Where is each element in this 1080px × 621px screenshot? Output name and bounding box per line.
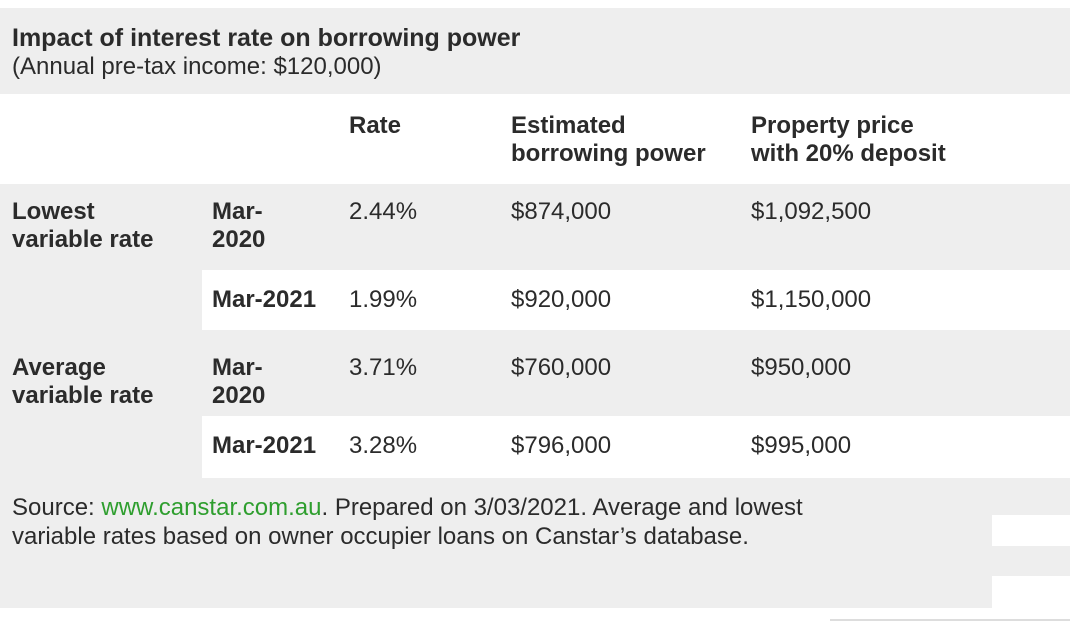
source-link[interactable]: www.canstar.com.au [101, 494, 322, 521]
row-property-price: $995,000 [751, 432, 852, 459]
group-label-lowest: Lowest variable rate [12, 198, 153, 254]
table-row-lowest-2020: Lowest variable rate Mar- 2020 2.44% $87… [0, 184, 1070, 270]
table-row-lowest-2021: Mar-2021 1.99% $920,000 $1,150,000 [0, 270, 1070, 330]
group-label-average-line2: variable rate [12, 382, 154, 409]
source-prefix: Source: [12, 494, 102, 521]
row-property-price: $1,092,500 [751, 198, 872, 225]
source-line2: variable rates based on owner occupier l… [12, 523, 749, 550]
bottom-divider [830, 619, 1070, 621]
row-date-line2: 2020 [212, 382, 266, 409]
row-highlight [202, 416, 1070, 478]
group-label-average-line1: Average [12, 354, 106, 381]
row-borrowing-power: $796,000 [511, 432, 612, 459]
table-header-row: Rate Estimated borrowing power Property … [0, 94, 1070, 184]
row-borrowing-power: $920,000 [511, 286, 612, 313]
decorative-notch [992, 576, 1070, 608]
row-rate: 3.28% [349, 432, 418, 459]
header-price-line2: with 20% deposit [751, 140, 946, 167]
row-property-price: $1,150,000 [751, 286, 872, 313]
source-note: Source: www.canstar.com.au. Prepared on … [0, 478, 1070, 608]
row-rate: 3.71% [349, 354, 418, 381]
table-subtitle: (Annual pre-tax income: $120,000) [12, 53, 382, 80]
table-row-average-2020: Average variable rate Mar- 2020 3.71% $7… [0, 330, 1070, 416]
row-date-line2: 2020 [212, 226, 266, 253]
row-date: Mar- 2020 [212, 198, 265, 254]
decorative-notch [992, 515, 1070, 546]
source-text: Source: www.canstar.com.au. Prepared on … [12, 493, 803, 551]
row-highlight [202, 270, 1070, 330]
header-borrowing-power: Estimated borrowing power [511, 112, 706, 168]
row-date: Mar-2021 [212, 432, 317, 459]
row-borrowing-power: $874,000 [511, 198, 612, 225]
header-rate: Rate [349, 112, 402, 139]
source-suffix: . Prepared on 3/03/2021. Average and low… [321, 494, 803, 521]
header-price-line1: Property price [751, 112, 914, 139]
borrowing-power-table: Impact of interest rate on borrowing pow… [0, 8, 1070, 608]
row-rate: 1.99% [349, 286, 418, 313]
row-rate: 2.44% [349, 198, 418, 225]
header-borrowing-line2: borrowing power [511, 140, 706, 167]
group-label-average: Average variable rate [12, 354, 153, 410]
row-borrowing-power: $760,000 [511, 354, 612, 381]
group-label-lowest-line1: Lowest [12, 198, 95, 225]
row-property-price: $950,000 [751, 354, 852, 381]
row-date: Mar- 2020 [212, 354, 265, 410]
row-date: Mar-2021 [212, 286, 317, 313]
table-row-average-2021: Mar-2021 3.28% $796,000 $995,000 [0, 416, 1070, 478]
table-title: Impact of interest rate on borrowing pow… [12, 24, 521, 52]
header-property-price: Property price with 20% deposit [751, 112, 946, 168]
source-line1: Source: www.canstar.com.au. Prepared on … [12, 493, 803, 522]
row-date-line1: Mar- [212, 198, 263, 225]
header-borrowing-line1: Estimated [511, 112, 626, 139]
row-date-line1: Mar- [212, 354, 263, 381]
group-label-lowest-line2: variable rate [12, 226, 154, 253]
table-title-block: Impact of interest rate on borrowing pow… [0, 8, 1070, 94]
